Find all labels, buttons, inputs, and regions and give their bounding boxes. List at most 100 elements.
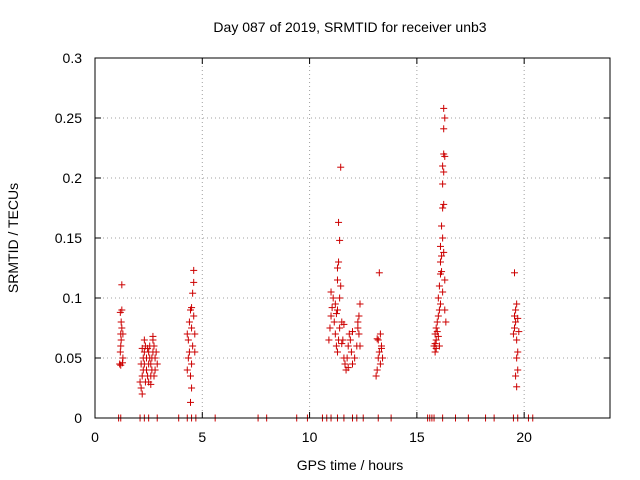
data-point: [374, 336, 382, 344]
data-point: [140, 336, 148, 344]
data-point: [117, 336, 125, 344]
data-point: [333, 276, 341, 284]
data-point: [137, 384, 145, 392]
data-point: [335, 258, 343, 266]
data-point: [117, 342, 125, 350]
data-point: [435, 282, 443, 290]
data-point: [439, 288, 447, 296]
data-point: [349, 328, 356, 336]
data-point: [432, 336, 440, 344]
data-point: [513, 383, 521, 391]
data-point: [343, 354, 351, 362]
data-point: [150, 342, 158, 350]
data-point: [439, 234, 447, 242]
axes: 0 5 10 15 20 0 0.05 0.1 0.15 0.2 0.25 0.3: [55, 50, 611, 445]
data-point: [190, 278, 198, 286]
data-point: [341, 360, 349, 368]
data-point: [440, 248, 448, 256]
data-point: [433, 318, 441, 326]
data-point: [441, 276, 449, 284]
data-point: [333, 348, 341, 356]
data-point: [186, 372, 194, 380]
data-point: [514, 348, 522, 356]
data-point: [346, 336, 354, 344]
data-point: [188, 304, 196, 312]
data-point: [440, 200, 448, 208]
data-point: [190, 266, 198, 274]
data-point: [333, 306, 341, 314]
data-point: [191, 330, 199, 338]
data-point: [436, 258, 444, 266]
y-tick-label: 0.05: [55, 350, 82, 366]
data-point: [511, 324, 519, 332]
data-point: [441, 114, 449, 122]
data-point: [344, 364, 352, 372]
y-tick-label: 0.25: [55, 110, 82, 126]
y-tick-label: 0.1: [63, 290, 83, 306]
data-point: [347, 348, 355, 356]
data-point: [326, 324, 334, 332]
y-axis-label: SRMTID / TECUs: [5, 183, 21, 293]
data-point: [513, 336, 521, 344]
data-point: [332, 342, 340, 350]
data-point: [340, 320, 348, 328]
data-point: [433, 328, 441, 336]
data-point: [337, 163, 345, 171]
data-point: [138, 390, 146, 398]
data-point: [118, 306, 126, 314]
data-point: [118, 324, 126, 332]
data-point: [333, 264, 341, 272]
data-point: [331, 330, 339, 338]
data-point: [331, 300, 339, 308]
data-point: [440, 168, 448, 176]
data-point: [511, 269, 519, 277]
data-point: [191, 348, 199, 356]
x-tick-label: 20: [516, 429, 532, 445]
data-point: [147, 360, 155, 368]
data-point: [432, 344, 440, 352]
data-point: [186, 398, 194, 406]
data-point: [373, 335, 381, 343]
data-point: [330, 318, 338, 326]
data-point: [336, 324, 344, 332]
data-point: [332, 310, 340, 318]
data-point: [327, 288, 335, 296]
data-point: [440, 125, 448, 133]
data-point: [190, 312, 198, 320]
data-point: [336, 236, 344, 244]
data-point: [431, 348, 439, 356]
data-point: [376, 360, 384, 368]
data-point: [337, 282, 345, 290]
data-point: [137, 360, 145, 368]
data-point: [327, 312, 335, 320]
data-point: [375, 269, 383, 277]
data-point: [438, 252, 446, 260]
data-point: [441, 152, 449, 160]
data-point: [442, 318, 450, 326]
data-point: [188, 324, 196, 332]
data-point: [512, 318, 520, 326]
data-point: [148, 366, 156, 374]
data-point: [514, 314, 522, 322]
data-point: [440, 104, 448, 112]
data-point: [185, 318, 193, 326]
data-point: [188, 384, 196, 392]
grid-lines: [95, 58, 610, 418]
x-tick-label: 0: [91, 429, 99, 445]
data-point: [151, 354, 159, 362]
data-point: [141, 378, 149, 386]
data-point: [116, 348, 124, 356]
data-point: [373, 366, 381, 374]
y-tick-label: 0: [74, 410, 82, 426]
data-point: [351, 354, 359, 362]
data-point: [509, 330, 517, 338]
data-point: [354, 318, 362, 326]
data-point: [512, 306, 520, 314]
data-point: [349, 360, 356, 368]
data-point: [438, 222, 446, 230]
y-tick-label: 0.3: [63, 50, 83, 66]
data-point: [328, 304, 336, 312]
data-point: [149, 332, 157, 340]
data-point: [153, 360, 161, 368]
data-point: [355, 312, 363, 320]
